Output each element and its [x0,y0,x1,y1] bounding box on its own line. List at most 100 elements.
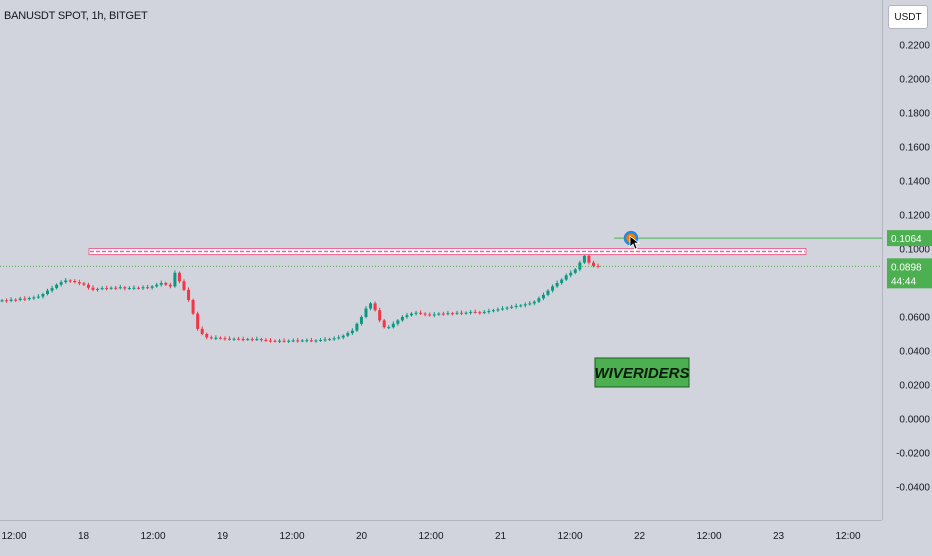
candle-body [123,287,127,289]
candle-body [118,287,122,289]
candle-body [446,313,450,315]
candle-body [387,327,391,329]
candle [491,308,495,313]
candle [473,309,477,314]
candle [419,310,423,315]
candle [450,311,454,316]
candle [259,337,263,342]
symbol-title[interactable]: BANUSDT SPOT, 1h, BITGET [4,10,148,22]
candle [323,337,327,342]
current-price-label: 0.0898 [891,262,922,273]
candle-body [218,337,222,339]
price-tick-label: 0.0400 [899,347,930,358]
time-tick-label: 12:00 [696,531,721,542]
candle [164,281,168,287]
candle [501,306,504,311]
candle-body [146,287,150,289]
price-tick-label: 0.0000 [899,415,930,426]
candle-body [0,300,4,302]
time-tick-label: 23 [773,531,785,542]
candle-body [268,340,272,342]
candle [150,285,154,290]
candle-body [173,272,177,287]
candle-body [291,340,295,342]
candle [350,328,354,336]
watermark-text: WIVERIDERS [594,365,689,382]
candle-body [592,262,595,266]
target-price-label: 0.1064 [891,234,922,245]
candle [18,296,22,302]
candle [205,332,209,340]
candle [82,281,86,287]
candle [36,294,40,299]
candle-body [396,320,400,324]
candle-body [100,288,104,290]
candle-body [82,283,86,285]
candle [73,279,77,284]
candle [378,307,382,323]
candle-body [382,320,386,328]
candle-body [14,299,18,301]
candle [41,292,45,299]
candle-body [282,340,286,342]
candle [23,296,27,302]
candle [514,303,518,309]
watermark-box [594,357,690,388]
candle-body [237,338,241,340]
candle-body [491,310,495,312]
candle-body [278,340,282,342]
candle [114,285,118,290]
currency-button[interactable]: USDT [888,5,928,29]
candle [519,304,523,308]
candle [105,285,109,291]
candle [32,295,36,300]
candle [182,279,186,292]
candle [137,286,140,290]
candle [132,285,136,290]
candle [250,337,254,342]
candle-body [32,297,36,299]
candle-body [569,272,573,276]
candle-body [96,288,100,290]
time-scale[interactable]: 12:00 18 12:00 19 12:00 20 12:00 21 12:00 22 12:00… [0,520,882,550]
candle [423,312,427,317]
candle-body [501,308,504,310]
candle-body [246,339,250,341]
candle [141,285,145,290]
price-axis[interactable]: 0.2200 0.2000 0.1800 0.1600 0.1400 0.1200 0.10… [883,0,932,520]
candle [551,284,555,293]
candle [237,336,241,341]
candle [296,338,300,343]
candle [464,311,468,315]
resistance-zone[interactable] [88,248,807,256]
candle [314,339,318,343]
candle-body [59,282,63,285]
candle-body [437,313,441,315]
candle [223,336,227,341]
candle [159,280,163,287]
time-tick-label: 12:00 [557,531,582,542]
time-tick-label: 12:00 [1,531,26,542]
chart-area[interactable]: WIVERIDERS BANUSDT SPOT, 1h, BITGET [0,0,882,520]
candle [241,336,245,342]
candle [373,301,377,312]
candle-body [528,303,532,305]
price-tick-label: -0.0400 [896,483,930,494]
candle [77,279,81,286]
price-scale[interactable]: 0.2200 0.2000 0.1800 0.1600 0.1400 0.1200 0.10… [882,0,932,520]
candlestick-chart[interactable]: WIVERIDERS [0,0,882,520]
candle [537,296,541,304]
candle-body [473,311,477,313]
candle [332,336,336,341]
candle-body [223,338,227,340]
candle [59,280,63,287]
candle-body [332,338,336,340]
candle-body [519,305,523,307]
time-axis[interactable]: 12:00 18 12:00 19 12:00 20 12:00 21 12:00 22 12:00… [0,521,882,551]
candle-body [241,339,245,341]
candle-body [159,283,163,285]
candle [191,298,195,315]
candle [319,338,322,342]
candle-body [287,340,291,342]
candle [232,337,236,341]
